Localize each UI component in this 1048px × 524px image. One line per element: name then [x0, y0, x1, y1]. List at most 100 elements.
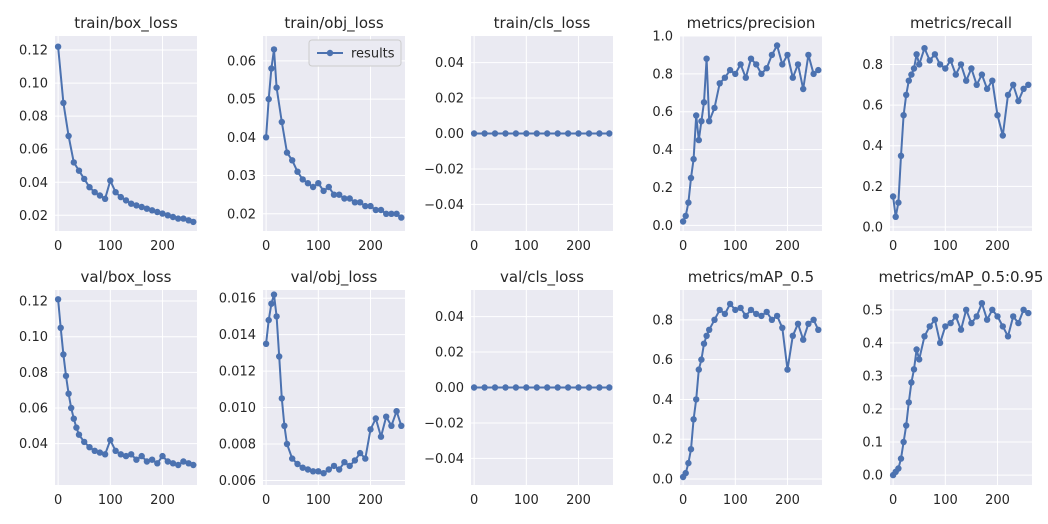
- data-point: [575, 130, 582, 137]
- panel-title: train/cls_loss: [494, 14, 591, 33]
- data-point: [283, 149, 291, 156]
- data-point: [768, 51, 776, 59]
- data-point: [700, 340, 708, 347]
- y-tick-label: 0.4: [862, 139, 883, 154]
- y-tick-label: 0.06: [227, 54, 256, 69]
- plot-area: [263, 290, 405, 485]
- y-tick-label: 0.1: [862, 436, 883, 451]
- data-point: [512, 384, 520, 391]
- data-point: [905, 77, 912, 84]
- data-point: [779, 61, 786, 68]
- data-point: [779, 324, 786, 331]
- data-point: [913, 51, 920, 58]
- data-point: [690, 416, 697, 423]
- data-point: [726, 66, 734, 74]
- x-tick-label: 100: [306, 493, 331, 508]
- data-point: [481, 130, 488, 137]
- data-point: [398, 422, 405, 429]
- data-point: [1020, 85, 1027, 93]
- data-point: [54, 43, 62, 50]
- data-point: [278, 118, 285, 126]
- data-point: [169, 213, 177, 221]
- y-tick-label: 0.0: [652, 473, 673, 488]
- data-point: [789, 74, 796, 81]
- data-point: [502, 130, 509, 137]
- data-point: [768, 316, 776, 323]
- plot-area: [55, 290, 197, 485]
- data-point: [341, 459, 348, 466]
- y-tick-label: 0.8: [652, 67, 673, 82]
- data-point: [810, 316, 817, 323]
- data-point: [112, 447, 119, 454]
- x-tick-label: 100: [723, 493, 748, 508]
- data-point: [309, 183, 317, 191]
- data-point: [910, 65, 918, 72]
- y-tick-label: 0.00: [435, 127, 464, 142]
- data-point: [351, 457, 359, 464]
- y-tick-label: 1.0: [652, 30, 673, 45]
- data-point: [276, 353, 283, 360]
- data-point: [973, 81, 980, 89]
- data-point: [320, 187, 327, 195]
- panel-title: metrics/precision: [687, 14, 816, 32]
- y-tick-label: 0.6: [862, 99, 883, 114]
- data-point: [65, 132, 72, 140]
- panel-metrics-map-0-5-0-95: metrics/mAP_0.5:0.95 0 100 200 0.0 0.1 0.2 0.3 0…: [862, 268, 1043, 508]
- data-point: [1004, 91, 1012, 99]
- y-tick-label: 0.8: [652, 313, 673, 328]
- data-point: [737, 61, 744, 68]
- data-point: [60, 351, 67, 358]
- data-point: [265, 316, 272, 324]
- data-point: [1010, 81, 1017, 89]
- data-point: [512, 130, 520, 137]
- data-point: [957, 61, 965, 68]
- data-point: [70, 159, 78, 166]
- data-point: [372, 206, 379, 214]
- data-point: [270, 291, 278, 298]
- data-point: [273, 313, 280, 320]
- data-point: [544, 130, 551, 137]
- y-tick-label: 0.08: [19, 366, 48, 381]
- data-point: [942, 323, 949, 330]
- data-point: [931, 316, 939, 323]
- data-point: [716, 80, 723, 87]
- data-point: [695, 136, 702, 144]
- data-point: [789, 332, 796, 339]
- y-tick-label: 0.04: [227, 131, 256, 146]
- x-tick-label: 0: [679, 493, 687, 508]
- data-point: [596, 130, 603, 137]
- y-tick-label: −0.02: [424, 162, 464, 177]
- data-point: [299, 176, 306, 183]
- data-point: [703, 332, 710, 339]
- y-tick-label: 0.03: [227, 169, 256, 184]
- data-point: [304, 466, 312, 473]
- data-point: [758, 70, 765, 78]
- data-point: [936, 61, 944, 68]
- data-point: [963, 77, 970, 84]
- data-point: [309, 468, 317, 475]
- data-point: [122, 197, 130, 204]
- data-point: [362, 455, 369, 462]
- data-point: [91, 189, 98, 196]
- y-tick-label: 0.014: [219, 328, 256, 343]
- data-point: [175, 461, 182, 469]
- data-point: [999, 323, 1006, 330]
- data-point: [128, 451, 135, 458]
- legend: results: [308, 39, 402, 67]
- data-point: [784, 51, 791, 59]
- data-point: [931, 51, 939, 58]
- data-point: [101, 451, 109, 458]
- data-point: [897, 152, 905, 159]
- y-tick-label: 0.0: [652, 219, 673, 234]
- data-point: [393, 210, 400, 217]
- data-point: [606, 384, 613, 391]
- data-point: [895, 199, 902, 206]
- data-point: [947, 319, 954, 327]
- data-point: [585, 130, 593, 137]
- y-tick-label: 0.02: [19, 209, 48, 224]
- panel-title: train/box_loss: [74, 14, 178, 33]
- y-tick-label: 0.5: [862, 303, 883, 318]
- x-tick-label: 0: [262, 239, 270, 254]
- panel-title: metrics/recall: [910, 14, 1012, 32]
- data-point: [711, 316, 718, 323]
